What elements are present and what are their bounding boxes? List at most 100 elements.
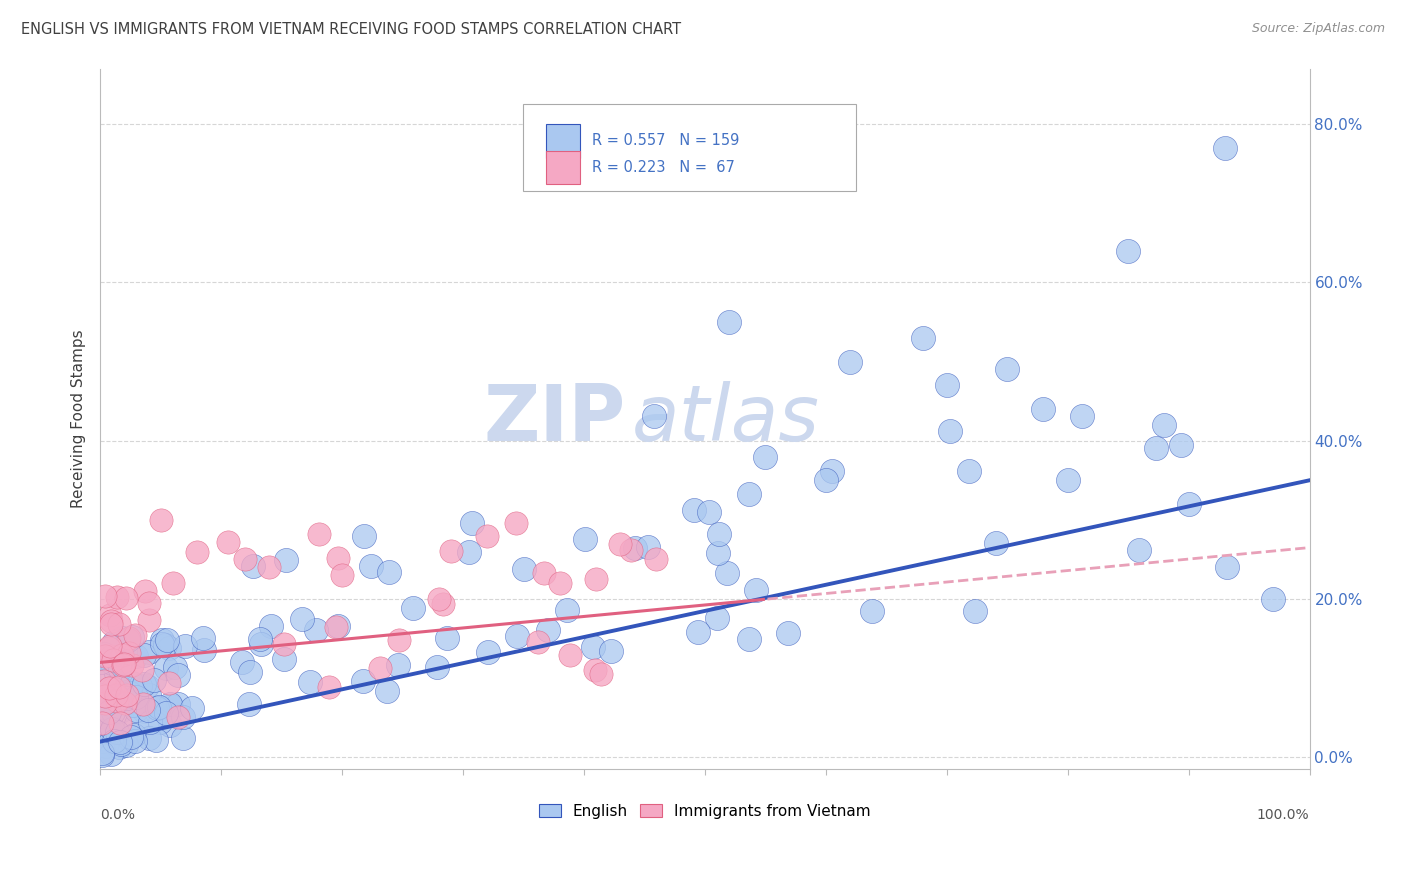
- Point: [683, 503, 706, 517]
- Point: [325, 620, 347, 634]
- Point: [101, 681, 124, 695]
- Point: [984, 535, 1007, 549]
- Point: [558, 648, 581, 663]
- Point: [91, 746, 114, 760]
- Point: [574, 532, 596, 546]
- Point: [291, 612, 314, 626]
- Point: [125, 690, 148, 705]
- Point: [125, 717, 148, 731]
- Point: [138, 613, 160, 627]
- Point: [107, 680, 129, 694]
- Point: [100, 747, 122, 761]
- Point: [122, 728, 145, 742]
- Point: [555, 603, 578, 617]
- Point: [131, 663, 153, 677]
- Point: [318, 681, 340, 695]
- Point: [117, 631, 139, 645]
- Point: [90, 723, 112, 738]
- Point: [91, 734, 114, 748]
- Point: [716, 566, 738, 581]
- Point: [136, 703, 159, 717]
- Point: [134, 648, 156, 662]
- Point: [108, 662, 131, 676]
- Point: [1128, 542, 1150, 557]
- Point: [387, 657, 409, 672]
- Point: [115, 739, 138, 753]
- Point: [100, 617, 122, 632]
- Point: [110, 734, 132, 748]
- Point: [191, 632, 214, 646]
- Point: [155, 706, 177, 721]
- Point: [108, 716, 131, 731]
- Point: [103, 706, 125, 720]
- Point: [620, 542, 643, 557]
- Point: [100, 648, 122, 663]
- Point: [150, 633, 173, 648]
- Point: [174, 639, 197, 653]
- Point: [100, 700, 122, 714]
- Point: [298, 675, 321, 690]
- Point: [820, 464, 842, 478]
- Point: [111, 631, 134, 645]
- Point: [100, 656, 122, 670]
- Point: [160, 699, 183, 714]
- Point: [121, 675, 143, 690]
- Text: R = 0.223   N =  67: R = 0.223 N = 67: [592, 160, 735, 175]
- Point: [699, 505, 721, 519]
- Legend: English, Immigrants from Vietnam: English, Immigrants from Vietnam: [533, 797, 876, 825]
- Point: [707, 526, 730, 541]
- Point: [167, 710, 190, 724]
- Point: [90, 656, 112, 670]
- Point: [458, 545, 481, 559]
- Point: [249, 632, 271, 646]
- Point: [134, 584, 156, 599]
- Point: [96, 673, 118, 687]
- Point: [273, 637, 295, 651]
- Point: [132, 704, 155, 718]
- Point: [124, 733, 146, 747]
- Point: [90, 709, 112, 723]
- Point: [110, 640, 132, 655]
- Point: [114, 696, 136, 710]
- Text: 100.0%: 100.0%: [1257, 808, 1309, 822]
- Point: [911, 331, 934, 345]
- Point: [360, 558, 382, 573]
- Y-axis label: Receiving Food Stamps: Receiving Food Stamps: [72, 330, 86, 508]
- Point: [527, 634, 550, 648]
- Point: [93, 695, 115, 709]
- Point: [156, 632, 179, 647]
- Point: [165, 660, 187, 674]
- FancyBboxPatch shape: [547, 151, 581, 185]
- Point: [330, 568, 353, 582]
- Point: [96, 739, 118, 754]
- Point: [308, 526, 330, 541]
- Point: [115, 591, 138, 605]
- Point: [242, 559, 264, 574]
- Point: [582, 640, 605, 655]
- Point: [138, 731, 160, 745]
- Point: [233, 552, 256, 566]
- Point: [186, 544, 208, 558]
- Point: [93, 673, 115, 688]
- Point: [1032, 402, 1054, 417]
- Point: [1153, 417, 1175, 432]
- Point: [132, 677, 155, 691]
- Point: [155, 661, 177, 675]
- Point: [167, 697, 190, 711]
- Point: [97, 681, 120, 695]
- Point: [98, 639, 121, 653]
- Text: ZIP: ZIP: [484, 381, 626, 457]
- Point: [706, 611, 728, 625]
- Point: [143, 673, 166, 687]
- Point: [181, 701, 204, 715]
- Point: [105, 665, 128, 680]
- Point: [260, 619, 283, 633]
- Point: [121, 630, 143, 644]
- Point: [738, 632, 761, 647]
- Point: [90, 748, 112, 763]
- Point: [100, 614, 122, 628]
- Point: [104, 690, 127, 704]
- Point: [103, 733, 125, 747]
- Point: [688, 624, 710, 639]
- Point: [105, 724, 128, 739]
